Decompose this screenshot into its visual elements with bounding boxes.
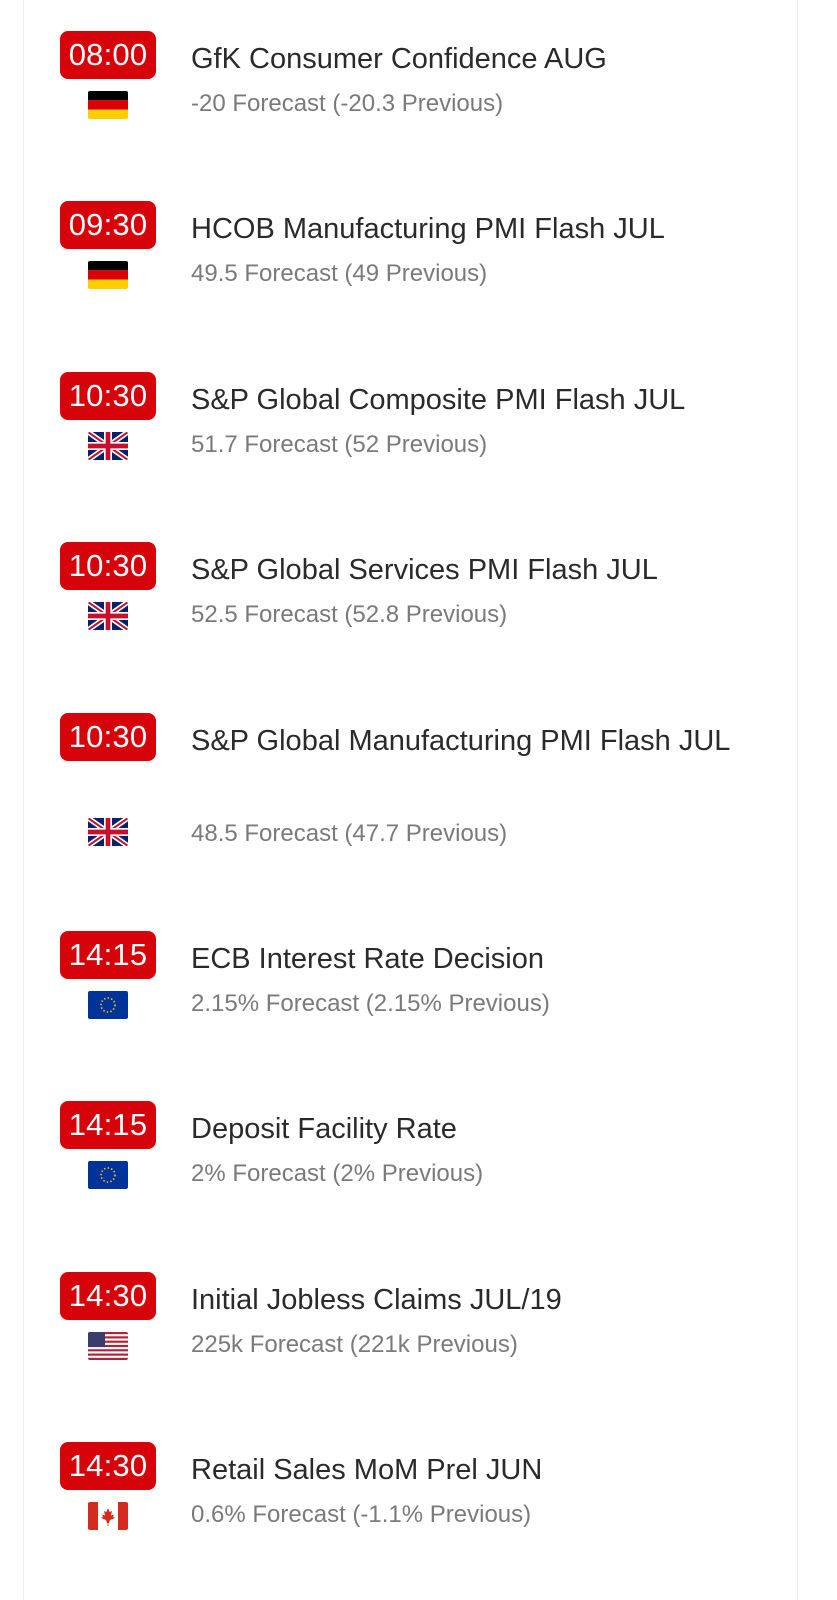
eu-flag-icon	[88, 1161, 128, 1189]
germany-flag-icon	[88, 261, 128, 289]
time-badge: 10:30	[60, 372, 156, 420]
event-forecast: 48.5 Forecast (47.7 Previous)	[191, 820, 508, 847]
event-title: S&P Global Manufacturing PMI Flash JUL	[191, 725, 731, 757]
time-badge: 08:00	[60, 31, 156, 79]
time-badge: 14:15	[60, 1101, 156, 1149]
event-forecast: 2% Forecast (2% Previous)	[191, 1160, 484, 1187]
time-badge: 09:30	[60, 201, 156, 249]
event-forecast: -20 Forecast (-20.3 Previous)	[191, 90, 504, 117]
event-title: Initial Jobless Claims JUL/19	[191, 1284, 562, 1316]
canada-flag-icon	[88, 1502, 128, 1530]
event-title: S&P Global Services PMI Flash JUL	[191, 554, 658, 586]
event-forecast: 52.5 Forecast (52.8 Previous)	[191, 601, 508, 628]
event-title: ECB Interest Rate Decision	[191, 943, 544, 975]
time-badge: 14:30	[60, 1272, 156, 1320]
event-title: HCOB Manufacturing PMI Flash JUL	[191, 213, 665, 245]
uk-flag-icon	[88, 818, 128, 846]
time-badge: 14:30	[60, 1442, 156, 1490]
event-title: Deposit Facility Rate	[191, 1113, 457, 1145]
time-badge: 10:30	[60, 713, 156, 761]
event-forecast: 225k Forecast (221k Previous)	[191, 1331, 518, 1358]
event-title: GfK Consumer Confidence AUG	[191, 43, 607, 75]
uk-flag-icon	[88, 432, 128, 460]
event-forecast: 49.5 Forecast (49 Previous)	[191, 260, 488, 287]
event-title: Retail Sales MoM Prel JUN	[191, 1454, 543, 1486]
time-badge: 14:15	[60, 931, 156, 979]
event-forecast: 0.6% Forecast (-1.1% Previous)	[191, 1501, 532, 1528]
time-badge: 10:30	[60, 542, 156, 590]
uk-flag-icon	[88, 602, 128, 630]
us-flag-icon	[88, 1332, 128, 1360]
event-forecast: 2.15% Forecast (2.15% Previous)	[191, 990, 550, 1017]
eu-flag-icon	[88, 991, 128, 1019]
event-title: S&P Global Composite PMI Flash JUL	[191, 384, 686, 416]
economic-calendar-list: 08:00 GfK Consumer Confidence AUG -20 Fo…	[23, 0, 798, 1600]
event-forecast: 51.7 Forecast (52 Previous)	[191, 431, 488, 458]
germany-flag-icon	[88, 91, 128, 119]
